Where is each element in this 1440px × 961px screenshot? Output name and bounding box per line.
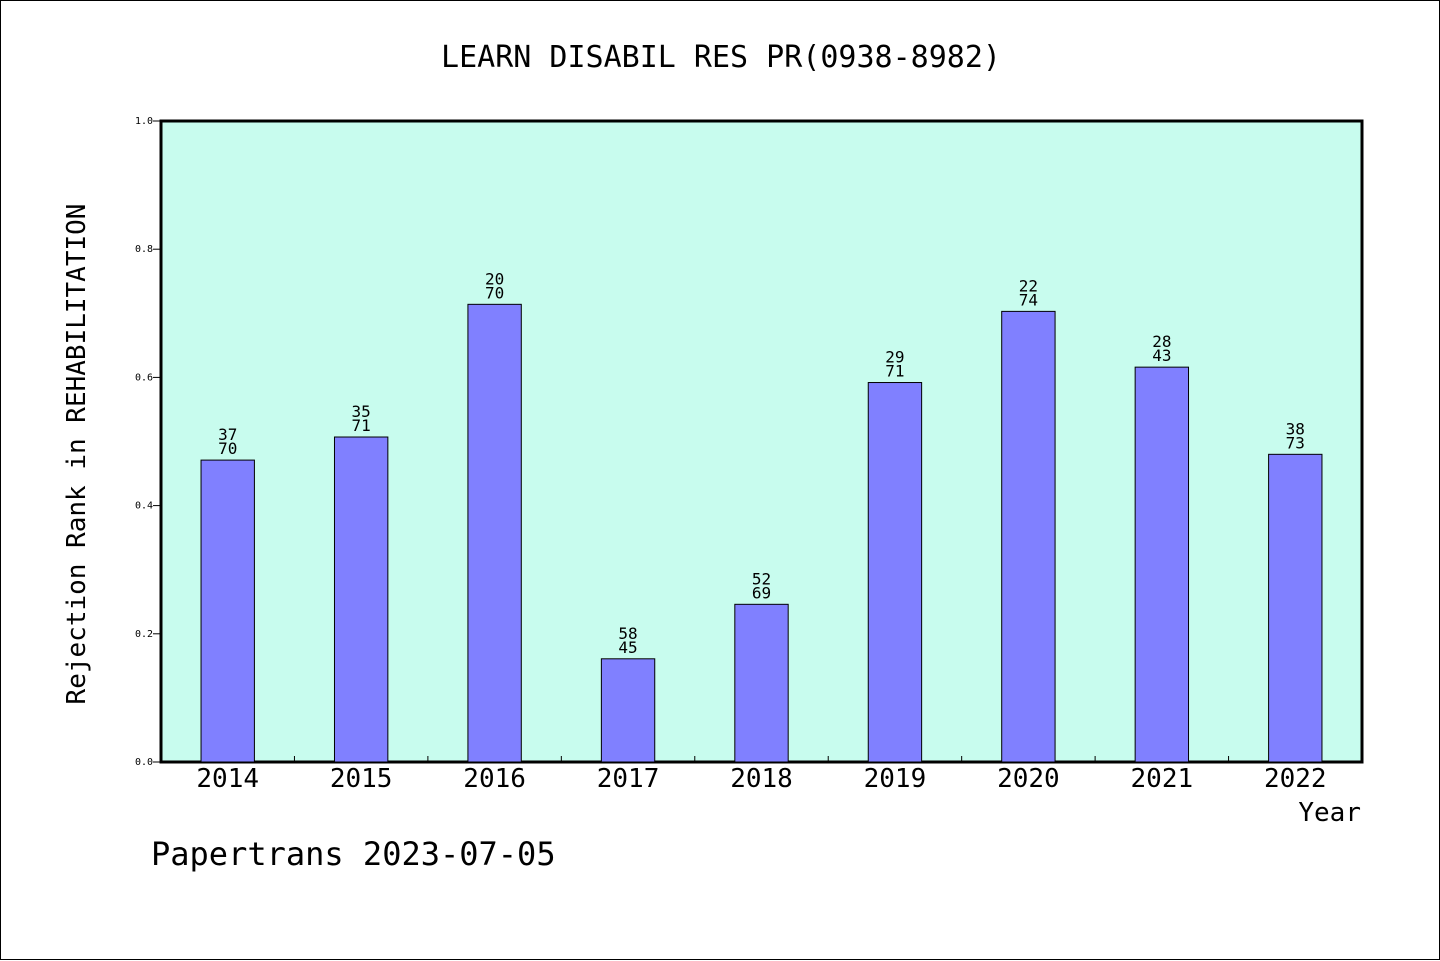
bar-label-top: 22 — [1019, 276, 1038, 295]
bar-2022 — [1268, 453, 1323, 763]
bar-label-bottom: 70 — [485, 283, 504, 302]
bar-label-top: 20 — [485, 269, 504, 288]
y-tick-label: 0.6 — [135, 372, 153, 383]
x-tick-label: 2021 — [1131, 764, 1194, 794]
x-tick-label: 2019 — [864, 764, 927, 794]
bar-label-top: 52 — [752, 569, 771, 588]
bar-label-top: 35 — [352, 402, 371, 421]
bar-label-bottom: 71 — [885, 362, 904, 381]
y-axis-label: Rejection Rank in REHABILITATION — [62, 204, 92, 705]
bar-label-bottom: 70 — [218, 439, 237, 458]
bar-label-bottom: 43 — [1152, 346, 1171, 365]
bar-label-bottom: 71 — [352, 416, 371, 435]
y-tick-label: 0.8 — [135, 244, 153, 255]
bar-2015 — [333, 436, 389, 763]
y-tick-label: 1.0 — [135, 116, 153, 127]
bar-label-bottom: 45 — [618, 638, 637, 657]
bar-label-bottom: 69 — [752, 583, 771, 602]
y-tick-label: 0.2 — [135, 629, 153, 640]
x-tick-label: 2018 — [730, 764, 793, 794]
bar-2021 — [1134, 366, 1190, 763]
bars — [200, 303, 1323, 763]
bar-label-top: 38 — [1286, 419, 1305, 438]
bar-label-top: 29 — [885, 348, 904, 367]
x-axis-ticks: 2014 2015 2016 2017 2018 2019 2020 2021 2022 — [196, 756, 1327, 794]
x-tick-label: 2016 — [463, 764, 526, 794]
bar-2020 — [1001, 310, 1056, 763]
x-axis-label: Year — [1298, 798, 1361, 828]
x-tick-label: 2020 — [997, 764, 1060, 794]
bar-2014 — [200, 459, 255, 763]
chart-title: LEARN DISABIL RES PR(0938-8982) — [441, 40, 1001, 75]
x-tick-label: 2022 — [1264, 764, 1327, 794]
footer-text: Papertrans 2023-07-05 — [151, 835, 556, 873]
bar-label-top: 37 — [218, 425, 237, 444]
bar-2016 — [467, 303, 522, 763]
y-axis-ticks: 0.0 0.2 0.4 0.6 0.8 1.0 — [135, 116, 161, 768]
y-tick-label: 0.0 — [135, 757, 153, 768]
x-tick-label: 2017 — [597, 764, 660, 794]
y-tick-label: 0.4 — [135, 501, 153, 512]
bar-label-bottom: 74 — [1019, 290, 1038, 309]
bar-label-top: 58 — [618, 624, 637, 643]
x-tick-label: 2014 — [196, 764, 259, 794]
bar-label-top: 28 — [1152, 332, 1171, 351]
x-tick-label: 2015 — [330, 764, 393, 794]
bar-2018 — [734, 603, 789, 763]
bar-2019 — [867, 382, 923, 763]
bar-label-bottom: 73 — [1286, 433, 1305, 452]
bar-2017 — [600, 658, 656, 763]
